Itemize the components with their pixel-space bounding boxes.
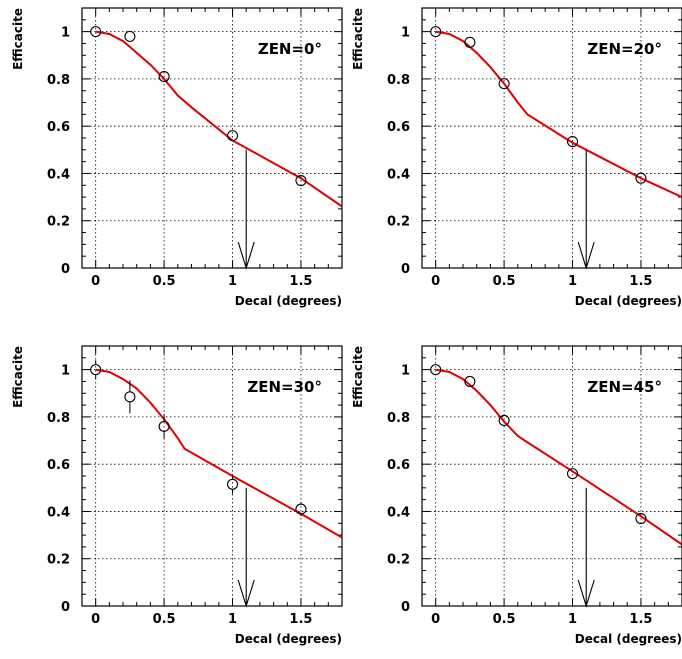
data-point [226, 478, 239, 490]
y-axis-label: Efficacite [11, 346, 25, 408]
y-tick-label: 0 [401, 600, 410, 615]
y-tick-label: 1 [401, 364, 410, 379]
y-tick-label: 0.4 [47, 505, 70, 520]
zenith-annotation: ZEN=45° [587, 378, 662, 396]
y-tick-label: 0.6 [47, 120, 70, 135]
x-tick-label: 0.5 [493, 274, 516, 289]
plot-frame [421, 345, 682, 607]
plot-frame [81, 345, 343, 607]
fit-curve [435, 368, 682, 546]
chart-panel-zen-20: 0 0.5 1 1.5 0 0.2 0.4 0.6 0.8 1 Decal (degrees) Eff… [351, 7, 682, 308]
y-tick-label: 0.8 [47, 411, 70, 426]
x-tick-label: 1 [228, 274, 237, 289]
y-tick-label: 0.2 [47, 553, 70, 568]
data-point [635, 172, 647, 184]
zenith-annotation: ZEN=30° [247, 378, 322, 396]
y-tick-label: 0.8 [387, 73, 410, 88]
data-point [430, 364, 442, 376]
x-tick-label: 0 [431, 612, 440, 627]
zenith-annotation: ZEN=0° [258, 40, 322, 58]
y-axis-label: Efficacite [351, 346, 365, 408]
y-tick-label: 0.6 [387, 120, 410, 135]
chart-panel-zen-45: 0 0.5 1 1.5 0 0.2 0.4 0.6 0.8 1 Decal (degrees) Eff… [351, 345, 682, 646]
x-axis-label: Decal (degrees) [235, 632, 342, 646]
data-point [124, 391, 136, 403]
y-tick-label: 0 [401, 262, 410, 277]
data-point [498, 414, 510, 427]
data-point [226, 130, 239, 142]
data-point [498, 78, 510, 90]
y-tick-label: 0.6 [387, 458, 410, 473]
fit-curve [95, 30, 343, 208]
data-point [158, 70, 170, 83]
x-tick-label: 1.5 [629, 274, 652, 289]
arrow-head [237, 579, 255, 608]
data-point [124, 30, 136, 42]
chart-panel-zen-0: 0 0.5 1 1.5 0 0.2 0.4 0.6 0.8 1 Decal (degrees) Eff… [11, 7, 343, 308]
y-tick-label: 0.2 [387, 553, 410, 568]
data-point [90, 364, 102, 376]
x-tick-label: 1.5 [289, 612, 312, 627]
x-tick-label: 1 [568, 612, 577, 627]
x-tick-label: 0.5 [493, 612, 516, 627]
x-axis-label: Decal (degrees) [235, 294, 342, 308]
arrow-head [577, 579, 595, 608]
y-tick-label: 0.4 [387, 167, 410, 182]
data-point [295, 174, 307, 187]
y-axis-label: Efficacite [11, 8, 25, 70]
data-point [295, 503, 307, 515]
arrow-head [237, 241, 255, 270]
x-tick-label: 1.5 [629, 612, 652, 627]
x-tick-label: 1 [568, 274, 577, 289]
data-point [158, 420, 170, 432]
x-tick-label: 0 [431, 274, 440, 289]
x-tick-label: 0 [91, 612, 100, 627]
data-point [430, 26, 442, 38]
y-tick-label: 0.8 [47, 73, 70, 88]
data-point [90, 26, 102, 38]
x-axis-label: Decal (degrees) [575, 294, 682, 308]
y-tick-label: 0 [61, 600, 70, 615]
arrow-head [577, 241, 595, 270]
x-tick-label: 0 [91, 274, 100, 289]
y-tick-label: 0 [61, 262, 70, 277]
data-point [464, 375, 476, 388]
data-point [566, 135, 579, 148]
data-point [464, 36, 476, 48]
y-tick-label: 1 [61, 26, 70, 41]
x-tick-label: 0.5 [153, 612, 176, 627]
data-point [635, 512, 647, 525]
y-tick-label: 1 [61, 364, 70, 379]
x-tick-label: 0.5 [153, 274, 176, 289]
y-tick-label: 0.4 [47, 167, 70, 182]
y-tick-label: 0.2 [387, 215, 410, 230]
chart-panel-zen-30: 0 0.5 1 1.5 0 0.2 0.4 0.6 0.8 1 Decal (degrees) Eff… [11, 345, 343, 646]
zenith-annotation: ZEN=20° [587, 40, 662, 58]
y-tick-label: 0.2 [47, 215, 70, 230]
plot-frame [421, 7, 682, 269]
x-tick-label: 1 [228, 612, 237, 627]
data-point [566, 468, 579, 480]
fit-curve [435, 30, 682, 199]
x-axis-label: Decal (degrees) [575, 632, 682, 646]
y-tick-label: 0.4 [387, 505, 410, 520]
y-axis-label: Efficacite [351, 8, 365, 70]
y-tick-label: 0.6 [47, 458, 70, 473]
y-tick-label: 1 [401, 26, 410, 41]
plot-frame [81, 7, 343, 269]
x-tick-label: 1.5 [289, 274, 312, 289]
y-tick-label: 0.8 [387, 411, 410, 426]
